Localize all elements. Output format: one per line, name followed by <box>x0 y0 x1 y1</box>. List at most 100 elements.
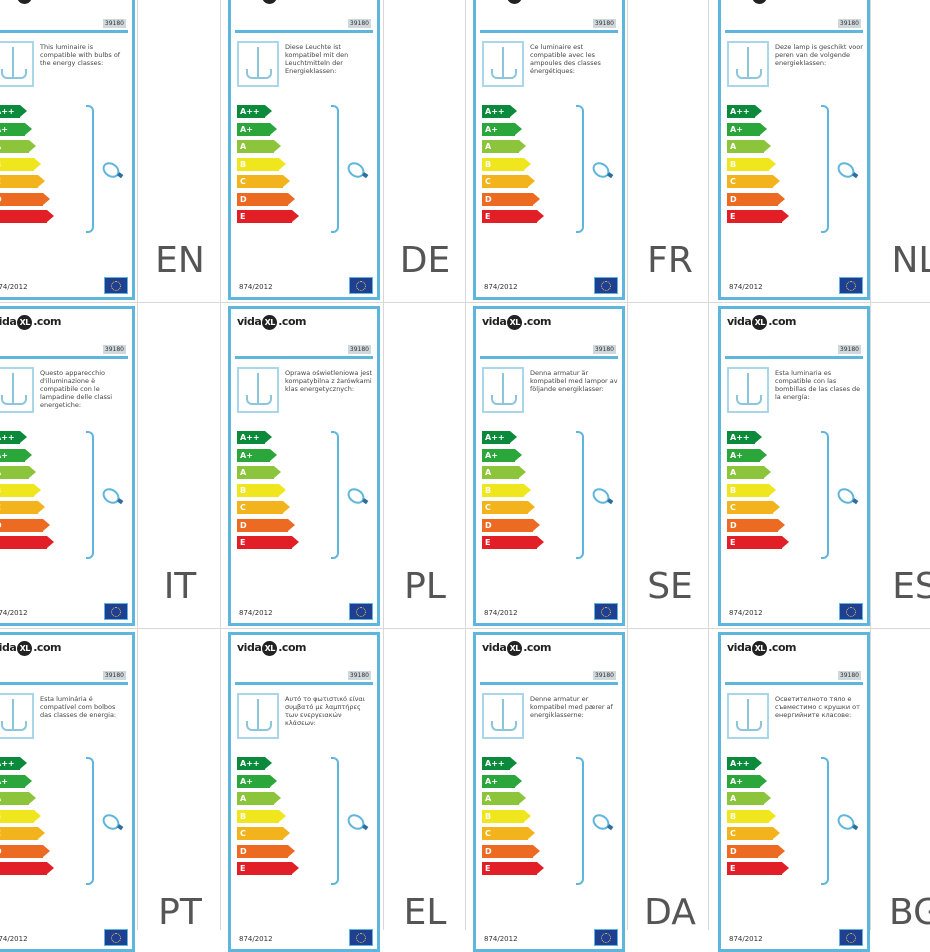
energy-class-bar: D <box>482 192 539 206</box>
header-divider <box>480 356 618 359</box>
eu-flag-icon <box>104 277 128 294</box>
language-code: IT <box>163 566 197 607</box>
energy-class-bar: B <box>482 483 530 497</box>
energy-class-bar: A++ <box>237 431 272 444</box>
regulation-number: 874/2012 <box>729 935 763 943</box>
logo-xl: XL <box>752 315 768 330</box>
eu-flag-icon <box>839 929 863 946</box>
energy-class-bar: A+ <box>727 774 766 788</box>
logo-text: .com <box>278 315 306 328</box>
grid-divider <box>870 0 871 930</box>
regulation-number: 874/2012 <box>484 609 518 617</box>
regulation-number: 874/2012 <box>0 283 28 291</box>
logo-xl: XL <box>507 641 523 656</box>
energy-class-bar: A++ <box>237 757 272 770</box>
eu-flag-icon <box>839 277 863 294</box>
grid-divider <box>220 0 221 930</box>
bulb-icon <box>834 159 858 181</box>
class-range-bracket <box>86 105 94 233</box>
compatibility-text: Esta luminaria es compatible con las bom… <box>775 369 861 401</box>
language-code: EL <box>403 892 447 933</box>
bulb-icon <box>344 159 368 181</box>
energy-class-bar: D <box>482 518 539 532</box>
bulb-icon <box>589 485 613 507</box>
energy-class-bar: B <box>237 809 285 823</box>
class-range-bracket <box>821 757 829 885</box>
energy-class-bar: E <box>0 862 54 875</box>
product-code: 39180 <box>592 19 616 28</box>
energy-class-bar: D <box>727 192 784 206</box>
energy-class-bar: C <box>482 175 535 188</box>
energy-class-bar: A++ <box>0 431 27 444</box>
logo-text: .com <box>33 315 61 328</box>
product-code: 39180 <box>102 345 126 354</box>
regulation-number: 874/2012 <box>0 609 28 617</box>
energy-class-bar: A <box>482 466 526 479</box>
energy-class-bar: B <box>727 483 775 497</box>
energy-class-bar: A <box>237 140 281 153</box>
energy-class-bar: A+ <box>482 774 521 788</box>
regulation-number: 874/2012 <box>484 935 518 943</box>
chandelier-icon <box>482 41 524 87</box>
energy-class-bar: C <box>727 501 780 514</box>
energy-class-bar: E <box>237 862 299 875</box>
energy-class-bar: B <box>0 809 40 823</box>
product-code: 39180 <box>347 19 371 28</box>
regulation-number: 874/2012 <box>729 609 763 617</box>
energy-class-bar: A++ <box>727 757 762 770</box>
energy-class-bar: A+ <box>0 774 31 788</box>
energy-class-bar: C <box>0 175 45 188</box>
energy-class-bar: B <box>237 483 285 497</box>
energy-class-bar: E <box>727 862 789 875</box>
logo-xl: XL <box>17 641 33 656</box>
energy-class-bar: A++ <box>727 105 762 118</box>
energy-class-bar: A++ <box>482 105 517 118</box>
logo-xl: XL <box>507 315 523 330</box>
product-code: 39180 <box>837 19 861 28</box>
energy-class-bar: D <box>237 844 294 858</box>
regulation-number: 874/2012 <box>729 283 763 291</box>
product-code: 39180 <box>837 671 861 680</box>
class-range-bracket <box>576 757 584 885</box>
logo-text: vida <box>0 315 17 328</box>
logo-xl: XL <box>507 0 523 4</box>
energy-label-card: vida XL .com 39180 Esta luminaria es compati… <box>718 306 870 626</box>
regulation-number: 874/2012 <box>239 935 273 943</box>
header-divider <box>725 30 863 33</box>
energy-label-card: vida XL .com 39180 Oprawa oświetleniowa jest… <box>228 306 380 626</box>
energy-class-bar: A <box>0 140 36 153</box>
grid-divider <box>708 0 709 930</box>
logo-text: .com <box>33 641 61 654</box>
energy-class-bar: A <box>727 792 771 805</box>
header-divider <box>235 682 373 685</box>
header-divider <box>0 30 128 33</box>
regulation-number: 874/2012 <box>239 283 273 291</box>
logo-text: vida <box>482 0 507 2</box>
compatibility-text: This luminaire is compatible with bulbs … <box>40 43 121 67</box>
energy-class-bar: A+ <box>727 122 766 136</box>
class-range-bracket <box>821 431 829 559</box>
energy-class-bar: A <box>727 466 771 479</box>
energy-class-bar: A+ <box>482 448 521 462</box>
energy-class-bar: A++ <box>482 431 517 444</box>
energy-label-card: vida XL .com 39180 Denne armatur er kompatib… <box>473 632 625 952</box>
energy-class-bar: E <box>482 536 544 549</box>
logo-text: vida <box>237 0 262 2</box>
energy-class-bar: D <box>482 844 539 858</box>
header-divider <box>235 356 373 359</box>
grid-divider <box>465 0 466 930</box>
chandelier-icon <box>727 693 769 739</box>
energy-class-bar: A+ <box>237 448 276 462</box>
energy-class-bar: A++ <box>482 757 517 770</box>
energy-class-bar: A <box>482 792 526 805</box>
class-range-bracket <box>331 431 339 559</box>
energy-class-bar: C <box>482 827 535 840</box>
grid-divider <box>383 0 384 930</box>
energy-class-bar: A++ <box>0 105 27 118</box>
